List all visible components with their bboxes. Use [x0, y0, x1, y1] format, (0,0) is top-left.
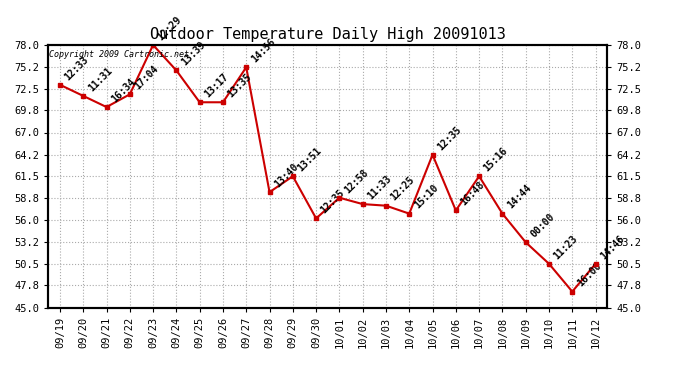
Text: 12:35: 12:35 [319, 188, 347, 216]
Text: 15:16: 15:16 [482, 146, 510, 174]
Text: 13:40: 13:40 [273, 162, 300, 189]
Text: 11:31: 11:31 [86, 65, 114, 93]
Text: 12:29: 12:29 [156, 14, 184, 42]
Text: 13:51: 13:51 [295, 146, 324, 174]
Text: 13:39: 13:39 [179, 40, 207, 68]
Text: 13:17: 13:17 [202, 72, 230, 99]
Text: 17:04: 17:04 [132, 64, 161, 92]
Text: Copyright 2009 Cartronic.net: Copyright 2009 Cartronic.net [50, 50, 190, 59]
Text: 16:00: 16:00 [575, 261, 603, 289]
Text: 16:48: 16:48 [459, 180, 486, 208]
Text: 12:25: 12:25 [388, 175, 417, 203]
Text: 11:33: 11:33 [366, 174, 393, 201]
Title: Outdoor Temperature Daily High 20091013: Outdoor Temperature Daily High 20091013 [150, 27, 506, 42]
Text: 00:00: 00:00 [529, 211, 556, 240]
Text: 14:44: 14:44 [505, 183, 533, 211]
Text: 11:23: 11:23 [552, 233, 580, 261]
Text: 12:58: 12:58 [342, 167, 370, 195]
Text: 16:34: 16:34 [109, 76, 137, 104]
Text: 12:33: 12:33 [63, 54, 90, 82]
Text: 14:46: 14:46 [598, 233, 627, 261]
Text: 13:35: 13:35 [226, 72, 254, 99]
Text: 14:56: 14:56 [249, 37, 277, 64]
Text: 15:10: 15:10 [412, 183, 440, 211]
Text: 12:35: 12:35 [435, 124, 463, 152]
